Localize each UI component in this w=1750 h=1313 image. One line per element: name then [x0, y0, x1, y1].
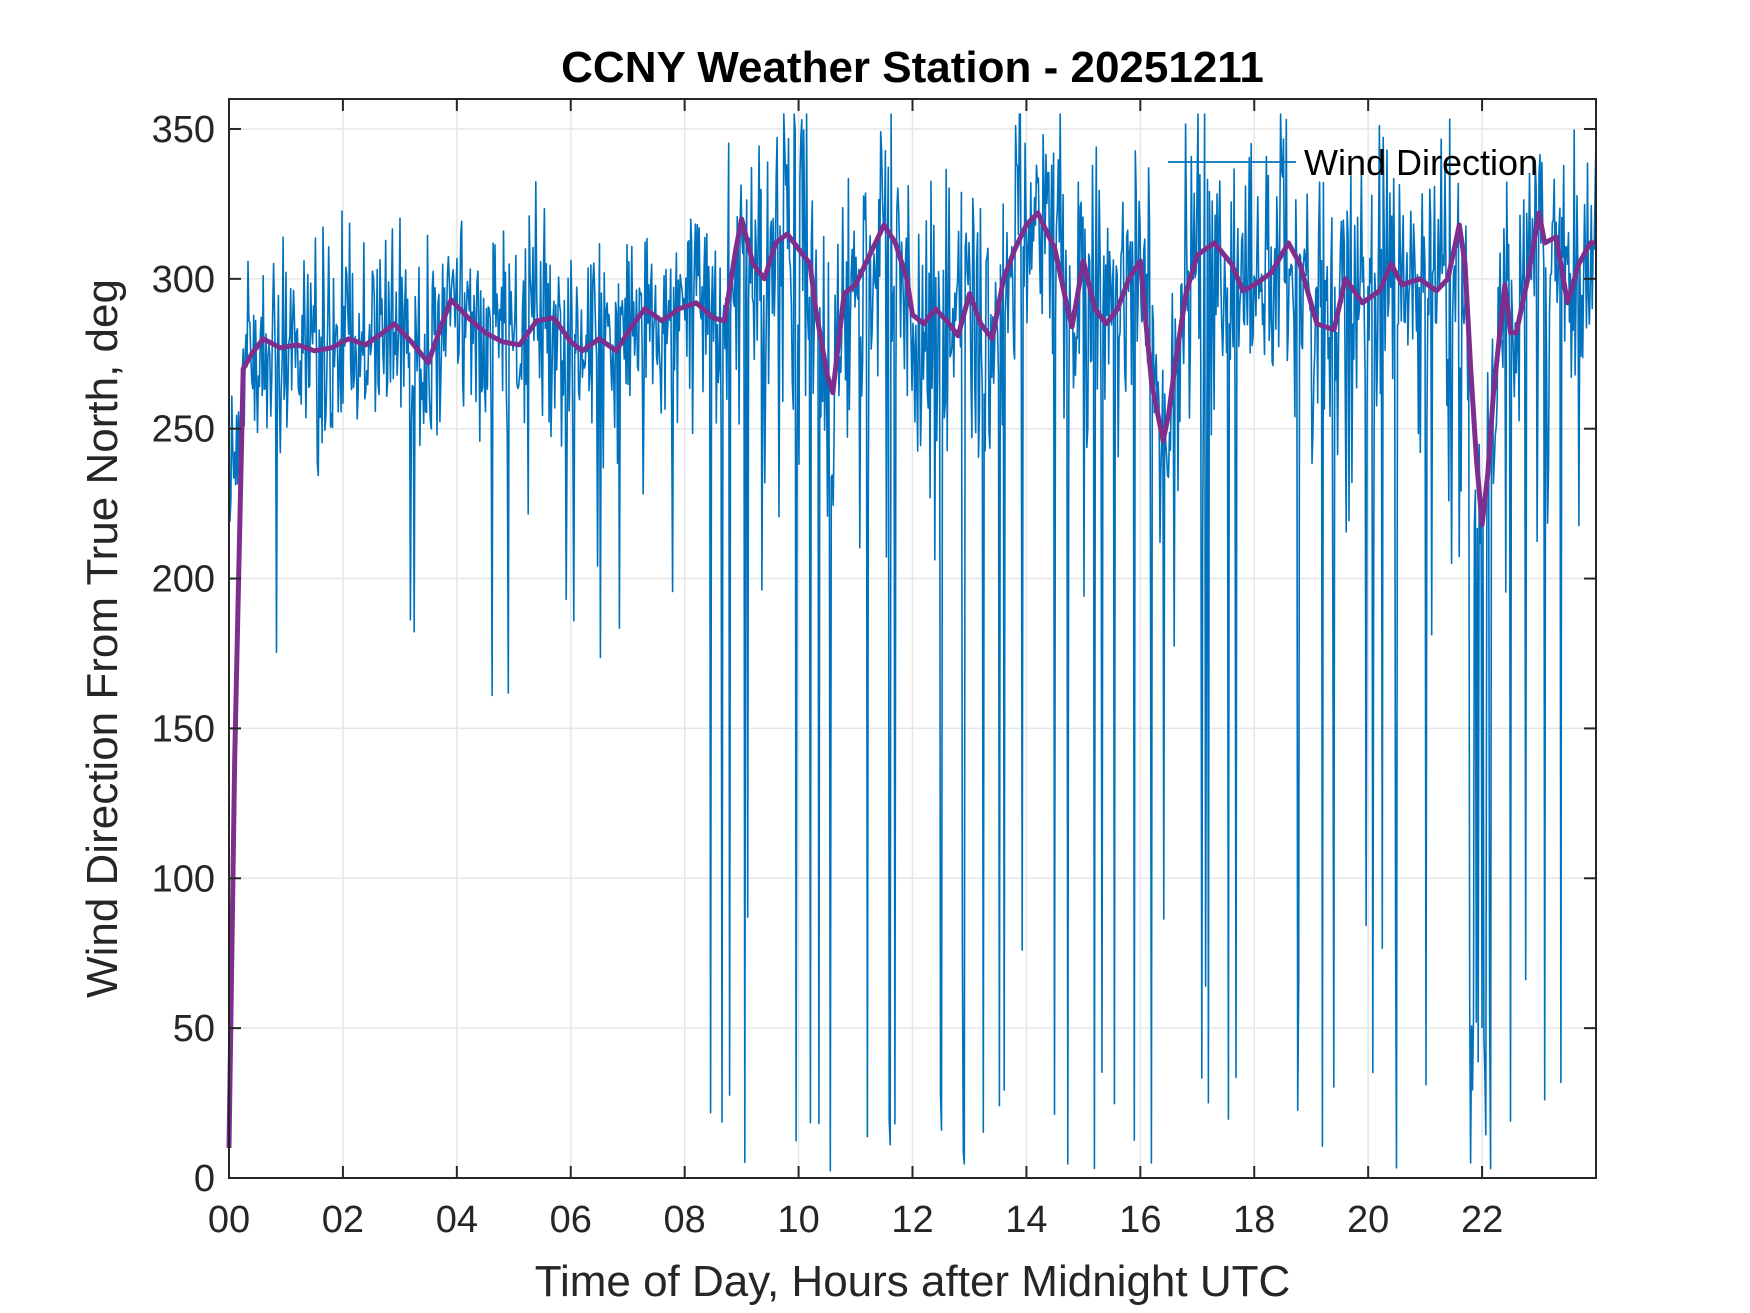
legend: Wind Direction	[1168, 142, 1538, 183]
axis-ticks: 00 02 04 06 08 10 12 14 16 18 20 22 0 50 100 150 200 250 3…	[152, 99, 1596, 1241]
y-tick-label: 300	[152, 259, 215, 301]
x-tick-label: 20	[1347, 1199, 1389, 1241]
raw-wind-direction-line	[228, 113, 1597, 1172]
y-tick-label: 50	[173, 1008, 215, 1050]
x-tick-label: 10	[777, 1199, 819, 1241]
x-tick-label: 22	[1461, 1199, 1503, 1241]
x-tick-label: 14	[1005, 1199, 1047, 1241]
chart-title: CCNY Weather Station - 20251211	[561, 43, 1264, 92]
x-tick-label: 06	[550, 1199, 592, 1241]
running-mean-line	[226, 210, 1596, 1149]
x-tick-label: 04	[436, 1199, 478, 1241]
y-tick-label: 100	[152, 858, 215, 900]
y-tick-label: 200	[152, 559, 215, 601]
y-axis-label: Wind Direction From True North, deg	[78, 279, 127, 998]
x-tick-label: 12	[891, 1199, 933, 1241]
x-tick-label: 18	[1233, 1199, 1275, 1241]
x-tick-label: 00	[208, 1199, 250, 1241]
y-tick-label: 150	[152, 708, 215, 750]
y-tick-label: 350	[152, 109, 215, 151]
x-tick-label: 16	[1119, 1199, 1161, 1241]
smoothed-series	[226, 210, 1596, 1149]
legend-entry-label: Wind Direction	[1304, 142, 1538, 183]
raw-series	[228, 113, 1597, 1172]
x-axis-label: Time of Day, Hours after Midnight UTC	[535, 1257, 1291, 1306]
x-tick-label: 08	[664, 1199, 706, 1241]
y-tick-label: 250	[152, 409, 215, 451]
x-tick-label: 02	[322, 1199, 364, 1241]
y-tick-label: 0	[194, 1158, 215, 1200]
